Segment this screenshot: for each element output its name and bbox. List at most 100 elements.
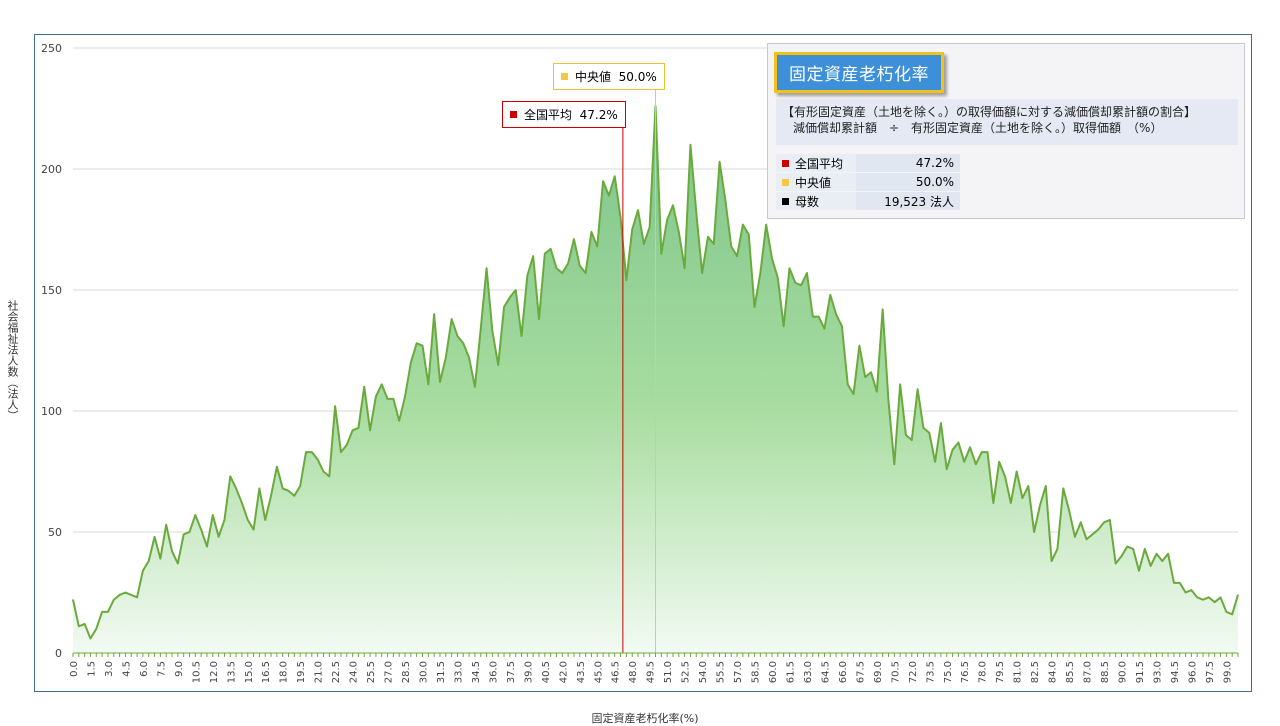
data-point (95, 628, 97, 630)
x-tick-label: 72.0 (908, 661, 919, 683)
info-stats-table: 全国平均 47.2% 中央値 50.0% 母数 19,523 法人 (776, 153, 960, 211)
x-tick-label: 99.0 (1222, 661, 1233, 683)
x-tick-label: 55.5 (716, 661, 727, 683)
data-point (1208, 596, 1210, 598)
data-point (247, 519, 249, 521)
data-point (969, 446, 971, 448)
data-point (579, 265, 581, 267)
data-point (252, 528, 255, 531)
data-point (981, 451, 983, 453)
data-point (759, 272, 761, 274)
data-point (823, 328, 826, 330)
data-point (89, 637, 92, 640)
data-point (602, 180, 604, 182)
data-point (1184, 591, 1187, 594)
data-point (416, 342, 418, 344)
data-point (328, 475, 330, 477)
data-point (818, 316, 820, 318)
data-point (392, 398, 394, 400)
y-tick-label: 250 (41, 42, 62, 55)
info-row-value: 47.2% (856, 154, 960, 172)
data-point (684, 267, 686, 269)
chart-frame (34, 34, 1252, 692)
data-point (643, 243, 645, 245)
data-point (1161, 560, 1163, 562)
data-point (963, 461, 965, 463)
x-tick-label: 21.0 (314, 661, 325, 683)
data-point (707, 236, 709, 238)
info-row-median: 中央値 50.0% (776, 173, 960, 191)
x-tick-label: 52.5 (681, 661, 692, 683)
data-point (800, 284, 802, 286)
data-point (1056, 548, 1059, 550)
data-point (1045, 485, 1047, 487)
data-point (672, 204, 674, 206)
x-tick-label: 6.0 (139, 661, 150, 677)
data-point (870, 371, 872, 373)
x-tick-label: 82.5 (1030, 661, 1041, 683)
data-point (951, 449, 954, 451)
median-legend-square (561, 73, 568, 80)
data-point (293, 495, 295, 497)
data-point (177, 562, 179, 565)
data-point (555, 267, 558, 269)
data-point (526, 274, 528, 277)
data-point (742, 224, 744, 226)
data-point (223, 519, 226, 521)
data-point (666, 219, 668, 221)
data-point (713, 243, 715, 245)
data-point (287, 490, 290, 492)
data-point (305, 451, 307, 453)
data-point (812, 316, 814, 318)
data-point (637, 209, 639, 211)
data-point (1132, 548, 1134, 550)
x-tick-label: 43.5 (576, 661, 587, 683)
data-point (322, 470, 325, 473)
data-point (532, 255, 534, 257)
info-row-label: 母数 (795, 194, 820, 209)
x-tick-label: 87.0 (1083, 661, 1094, 683)
data-point (258, 487, 260, 490)
y-tick-label: 100 (41, 405, 62, 418)
median-marker-name: 中央値 (575, 70, 612, 84)
x-tick-label: 4.5 (121, 661, 132, 677)
x-tick-label: 90.0 (1118, 661, 1129, 683)
data-point (1091, 533, 1093, 536)
x-tick-label: 84.0 (1048, 661, 1059, 683)
data-point (876, 391, 878, 393)
data-point (887, 400, 890, 402)
data-point (1138, 570, 1140, 572)
x-tick-label: 61.5 (785, 661, 796, 683)
data-point (340, 451, 342, 453)
data-point (748, 233, 750, 235)
x-tick-label: 37.5 (506, 661, 517, 683)
data-point (864, 376, 866, 378)
data-point (439, 381, 441, 383)
x-tick-label: 51.0 (663, 661, 674, 683)
data-point (544, 253, 546, 255)
data-point (1062, 487, 1064, 490)
x-tick-label: 94.5 (1170, 661, 1181, 683)
x-tick-label: 85.5 (1065, 661, 1076, 683)
data-point (765, 224, 767, 226)
median-marker-value: 50.0% (618, 70, 657, 84)
data-point (1027, 485, 1029, 487)
info-row-label: 中央値 (795, 175, 832, 190)
data-point (1074, 536, 1076, 538)
data-point (957, 441, 960, 444)
data-point (590, 231, 593, 233)
data-point (1202, 599, 1204, 601)
x-tick-label: 81.0 (1013, 661, 1024, 683)
x-tick-label: 70.5 (890, 661, 901, 683)
data-point (433, 313, 435, 315)
data-point (235, 487, 237, 490)
info-row-value: 50.0% (856, 173, 960, 191)
data-point (480, 328, 482, 330)
info-description-line-1: 【有形固定資産（土地を除く。）の取得価額に対する減価償却累計額の割合】 (782, 105, 1197, 119)
data-point (724, 199, 727, 202)
data-point (678, 231, 680, 233)
data-point (928, 432, 930, 434)
data-point (992, 502, 994, 504)
data-point (1051, 560, 1053, 562)
data-point (847, 383, 849, 385)
